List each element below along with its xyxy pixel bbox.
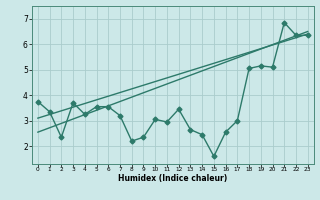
X-axis label: Humidex (Indice chaleur): Humidex (Indice chaleur) <box>118 174 228 183</box>
